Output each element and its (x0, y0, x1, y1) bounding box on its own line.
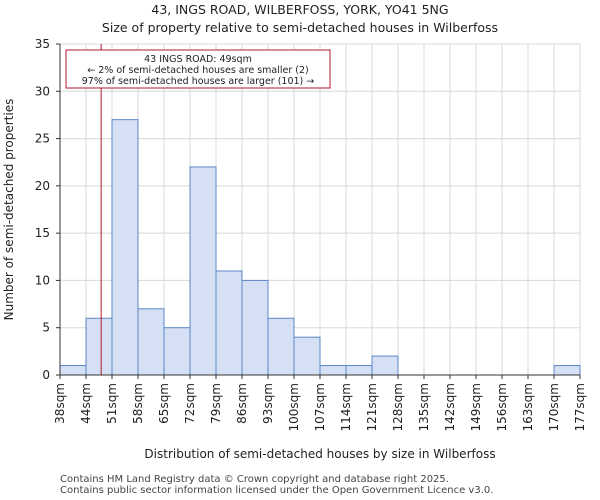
histogram-bar (371, 355, 399, 376)
x-tick-label: 170sqm (547, 383, 561, 431)
y-tick-label: 0 (42, 368, 50, 382)
histogram-bar (241, 279, 269, 376)
histogram-bar (553, 365, 581, 376)
histogram-bar (293, 336, 321, 376)
x-tick-label: 44sqm (79, 383, 93, 424)
x-tick-label: 86sqm (235, 383, 249, 424)
histogram-bar (345, 365, 373, 376)
y-tick-label: 5 (42, 321, 50, 335)
x-axis-title: Distribution of semi-detached houses by … (144, 447, 495, 461)
x-tick-label: 93sqm (261, 383, 275, 424)
footer-licence: Contains public sector information licen… (60, 485, 494, 496)
annotation-title: 43 INGS ROAD: 49sqm (144, 54, 252, 65)
y-tick-label: 30 (35, 84, 50, 98)
y-tick-label: 25 (35, 132, 50, 146)
chart-title-address: 43, INGS ROAD, WILBERFOSS, YORK, YO41 5N… (151, 2, 449, 17)
x-tick-label: 128sqm (391, 383, 405, 431)
histogram-bar (319, 365, 347, 376)
annotation-larger: 97% of semi-detached houses are larger (… (82, 76, 315, 87)
x-tick-label: 156sqm (495, 383, 509, 431)
x-tick-label: 142sqm (443, 383, 457, 431)
histogram-bar (85, 317, 113, 376)
x-tick-label: 72sqm (183, 383, 197, 424)
histogram-bar (267, 317, 295, 376)
y-axis-title: Number of semi-detached properties (2, 99, 16, 321)
x-tick-label: 177sqm (573, 383, 587, 431)
x-tick-label: 163sqm (521, 383, 535, 431)
annotation-smaller: ← 2% of semi-detached houses are smaller… (87, 65, 308, 76)
x-tick-label: 100sqm (287, 383, 301, 431)
x-tick-label: 51sqm (105, 383, 119, 424)
x-tick-label: 114sqm (339, 383, 353, 431)
x-tick-label: 135sqm (417, 383, 431, 431)
y-tick-label: 35 (35, 37, 50, 51)
x-tick-label: 65sqm (157, 383, 171, 424)
histogram-bar (215, 270, 243, 376)
x-tick-label: 38sqm (53, 383, 67, 424)
x-tick-label: 149sqm (469, 383, 483, 431)
chart-title-subtitle: Size of property relative to semi-detach… (101, 20, 499, 35)
histogram-bar (189, 166, 217, 376)
histogram-bar (163, 327, 191, 376)
histogram-bar (111, 119, 139, 376)
x-tick-label: 107sqm (313, 383, 327, 431)
histogram-bar (59, 365, 87, 376)
x-tick-label: 79sqm (209, 383, 223, 424)
x-tick-label: 58sqm (131, 383, 145, 424)
footer-copyright: Contains HM Land Registry data © Crown c… (60, 474, 449, 485)
x-tick-label: 121sqm (365, 383, 379, 431)
y-tick-label: 10 (35, 273, 50, 287)
y-tick-label: 15 (35, 226, 50, 240)
annotation-box (65, 49, 331, 89)
histogram-bar (137, 308, 165, 376)
y-tick-label: 20 (35, 179, 50, 193)
